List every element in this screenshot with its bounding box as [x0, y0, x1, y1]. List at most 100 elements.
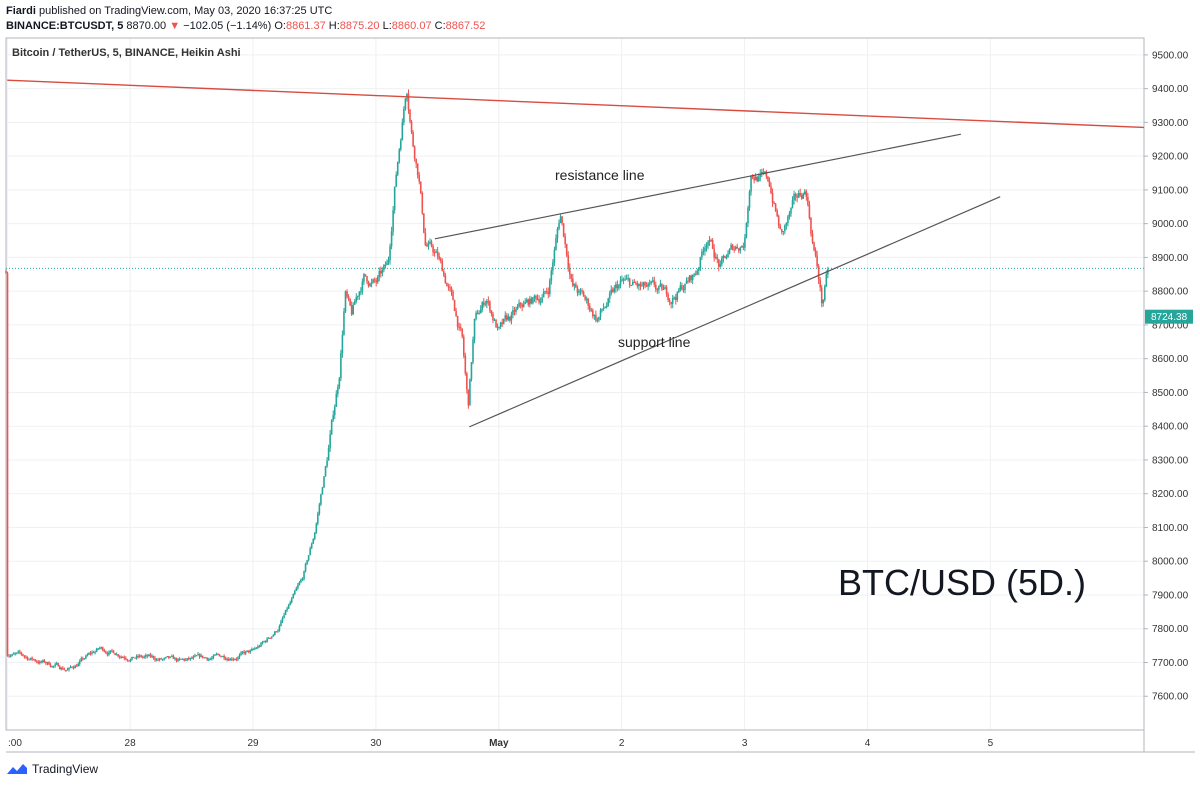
candle-body: [214, 654, 216, 656]
candle-body: [814, 250, 817, 256]
candle-body: [721, 258, 723, 265]
candle-body: [439, 258, 442, 261]
candle-body: [231, 658, 233, 660]
candle-body: [707, 241, 709, 246]
price-axis[interactable]: 9500.00 9400.00 9300.00 9200.00 9100.00 9000.…: [1144, 50, 1189, 703]
candle-body: [751, 175, 754, 178]
candle-body: [194, 655, 196, 657]
candle-body: [367, 281, 370, 286]
candle-body: [424, 232, 427, 246]
candle-body: [449, 287, 451, 289]
candle-body: [415, 158, 417, 164]
candle-body: [51, 666, 53, 668]
price-tick-label: 8500.00: [1152, 388, 1189, 399]
candle-body: [819, 279, 821, 288]
candle-body: [423, 213, 425, 233]
resistance-trendline[interactable]: [434, 133, 962, 240]
candle-body: [217, 653, 219, 655]
tradingview-brand[interactable]: TradingView: [6, 762, 98, 776]
candle-body: [656, 289, 659, 291]
candle-body: [125, 658, 127, 660]
candle-body: [728, 249, 731, 254]
candle-body: [240, 652, 242, 656]
candle-body: [17, 651, 20, 653]
candle-body: [725, 257, 728, 259]
candle-body: [513, 310, 516, 312]
candle-body: [12, 653, 15, 655]
red-trendline[interactable]: [7, 79, 1145, 129]
brand-name: TradingView: [32, 762, 99, 776]
candle-body: [599, 310, 602, 317]
candle-body: [641, 285, 643, 287]
candle-body: [151, 655, 153, 657]
candle-body: [74, 665, 76, 669]
candle-body: [43, 660, 46, 663]
candle-body: [297, 585, 299, 589]
time-axis[interactable]: :00 28 29 30 May 2 3 4 5: [8, 738, 994, 749]
candle-body: [100, 647, 103, 649]
candle-body: [784, 225, 786, 232]
support-trendline[interactable]: [469, 196, 1001, 428]
candle-body: [710, 240, 712, 242]
candle-body: [619, 280, 622, 286]
candle-body: [570, 274, 573, 279]
candle-body: [794, 193, 797, 197]
support-line-label[interactable]: support line: [618, 334, 691, 350]
candle-body: [532, 297, 534, 304]
close-label: C:: [434, 20, 446, 32]
candle-body: [369, 284, 371, 286]
candle-body: [218, 654, 221, 657]
candle-body: [399, 140, 402, 150]
candle-body: [527, 299, 530, 305]
candle-body: [524, 302, 527, 305]
candle-body: [530, 298, 533, 304]
candle-body: [628, 278, 631, 286]
candle-body: [416, 163, 419, 176]
candle-body: [774, 203, 777, 211]
candle-body: [435, 251, 437, 253]
candle-body: [166, 656, 169, 658]
resistance-line-label[interactable]: resistance line: [555, 167, 645, 183]
trendlines-layer[interactable]: [7, 79, 1145, 428]
candle-body: [149, 654, 152, 657]
candle-body: [58, 666, 61, 670]
candle-body: [241, 651, 244, 653]
candle-body: [392, 210, 394, 232]
candle-body: [592, 310, 594, 317]
candle-body: [15, 652, 18, 654]
candle-body: [472, 339, 474, 363]
candle-body: [19, 651, 21, 653]
candle-body: [478, 313, 480, 315]
candle-body: [704, 247, 706, 252]
price-chart[interactable]: Bitcoin / TetherUS, 5, BINANCE, Heikin A…: [0, 0, 1200, 760]
candle-body: [315, 523, 318, 533]
candle-body: [466, 373, 468, 390]
candle-body: [112, 650, 115, 654]
candle-body: [180, 658, 182, 660]
candle-body: [730, 244, 732, 250]
candle-body: [647, 283, 649, 287]
candle-body: [244, 651, 247, 654]
candle-body: [207, 659, 210, 661]
candle-body: [376, 276, 379, 283]
time-tick-label: 30: [370, 738, 382, 749]
candle-body: [42, 660, 44, 662]
candle-body: [62, 667, 64, 670]
candle-body: [237, 657, 239, 660]
candle-body: [115, 654, 118, 656]
candle-body: [31, 657, 33, 660]
candle-body: [246, 650, 248, 652]
candle-body: [800, 195, 803, 199]
candle-body: [633, 282, 636, 284]
candles-layer: [5, 89, 829, 673]
candle-body: [395, 174, 397, 187]
candle-body: [482, 302, 485, 305]
author-name[interactable]: Fiardi: [6, 5, 36, 17]
candle-body: [658, 286, 660, 290]
candle-body: [169, 656, 172, 658]
candle-body: [327, 448, 330, 461]
candle-body: [260, 643, 262, 647]
candle-body: [522, 304, 525, 308]
candle-body: [545, 291, 548, 293]
candle-body: [398, 149, 401, 162]
